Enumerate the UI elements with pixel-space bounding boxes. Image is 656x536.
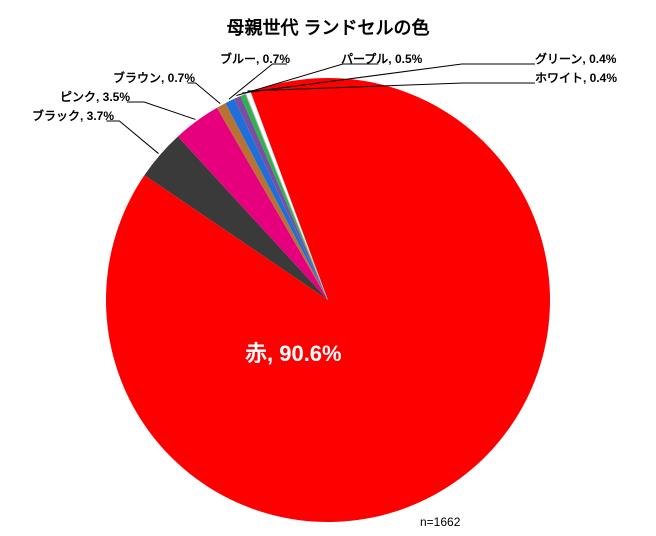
label-ブラック: ブラック, 3.7% <box>32 107 114 124</box>
label-グリーン: グリーン, 0.4% <box>535 50 616 67</box>
label-ブルー: ブルー, 0.7% <box>220 50 290 67</box>
label-ピンク: ピンク, 3.5% <box>60 88 130 105</box>
label-パープル: パープル, 0.5% <box>341 50 422 67</box>
label-ブラウン: ブラウン, 0.7% <box>113 69 195 86</box>
sample-size-note: n=1662 <box>420 515 460 529</box>
pie-chart: 母親世代 ランドセルの色 ブラック, 3.7%ピンク, 3.5%ブラウン, 0.… <box>0 0 656 536</box>
label-ホワイト: ホワイト, 0.4% <box>535 69 617 86</box>
center-slice-label: 赤, 90.6% <box>245 336 342 368</box>
